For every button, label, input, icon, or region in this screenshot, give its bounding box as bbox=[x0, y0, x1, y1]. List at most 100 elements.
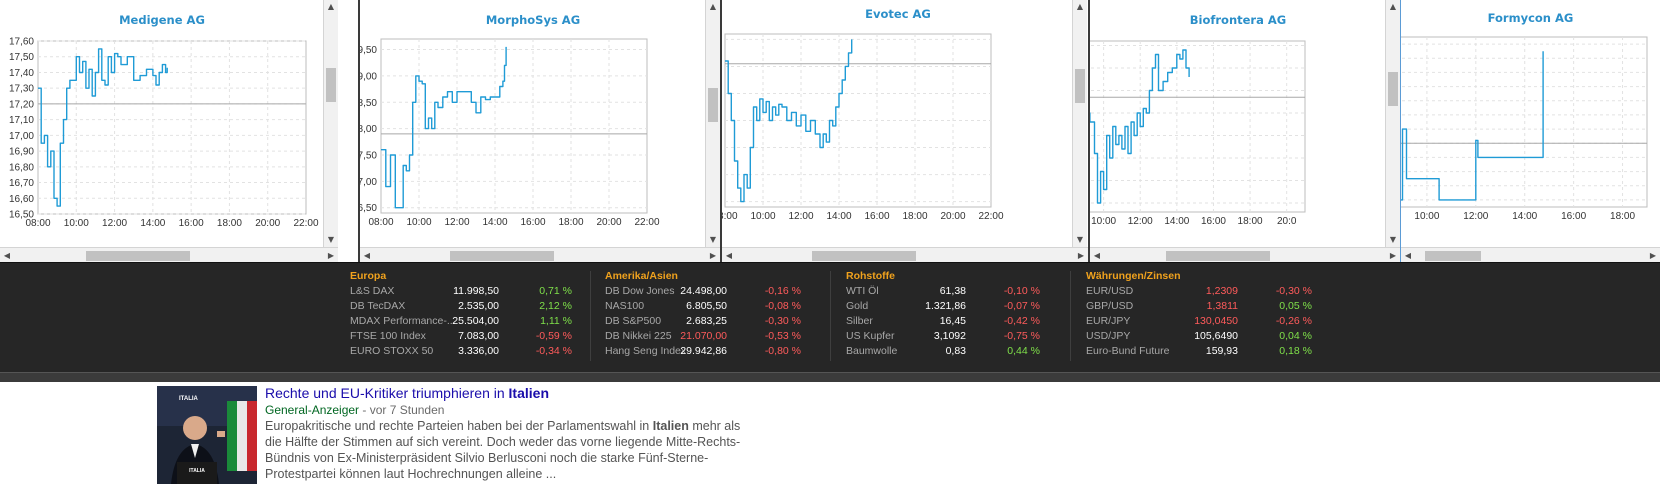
ticker-change: -0,16 % bbox=[764, 285, 801, 297]
ticker-change: -0,42 % bbox=[1003, 315, 1040, 327]
y-tick-label: 17,40 bbox=[9, 68, 34, 79]
plot-area bbox=[37, 40, 307, 215]
ticker-row[interactable]: EUR/JPY 130,0450 -0,26 % bbox=[1086, 315, 1312, 330]
y-tick-label: 17,00 bbox=[9, 131, 34, 142]
ticker-row[interactable]: WTI Öl 61,38 -0,10 % bbox=[846, 285, 1056, 300]
scrollbar-thumb[interactable] bbox=[1075, 69, 1085, 103]
scrollbar-thumb[interactable] bbox=[86, 251, 190, 261]
ticker-value: 61,38 bbox=[939, 285, 966, 297]
ticker-row[interactable]: US Kupfer 3,1092 -0,75 % bbox=[846, 330, 1056, 345]
scrollbar-thumb[interactable] bbox=[1425, 251, 1481, 261]
scroll-left-icon[interactable]: ◀ bbox=[1093, 251, 1101, 260]
scroll-right-icon[interactable]: ▶ bbox=[1389, 251, 1397, 260]
x-tick-label: 16:00 bbox=[1561, 211, 1586, 222]
price-series-line bbox=[1090, 49, 1190, 204]
vertical-scrollbar[interactable]: ▲ ▼ bbox=[705, 0, 720, 247]
news-source-name: General-Anzeiger bbox=[265, 403, 360, 417]
ticker-value: 1.321,86 bbox=[925, 300, 966, 312]
ticker-change: -0,26 % bbox=[1275, 315, 1312, 327]
ticker-row[interactable]: USD/JPY 105,6490 0,04 % bbox=[1086, 330, 1312, 345]
news-text: Rechte und EU-Kritiker triumphieren in I… bbox=[265, 385, 745, 482]
scroll-right-icon[interactable]: ▶ bbox=[1649, 251, 1657, 260]
price-series-line bbox=[1401, 51, 1544, 201]
horizontal-scrollbar[interactable]: ◀ ▶ bbox=[1090, 247, 1400, 262]
ticker-instrument-name: DB S&P500 bbox=[605, 315, 662, 327]
ticker-row[interactable]: Baumwolle 0,83 0,44 % bbox=[846, 345, 1056, 360]
scroll-right-icon[interactable]: ▶ bbox=[327, 251, 335, 260]
ticker-heading: Rohstoffe bbox=[846, 270, 895, 282]
horizontal-scrollbar[interactable]: ◀ ▶ bbox=[360, 247, 720, 262]
news-headline-link[interactable]: Rechte und EU-Kritiker triumphieren in I… bbox=[265, 385, 550, 401]
ticker-value: 6.805,50 bbox=[686, 300, 727, 312]
ticker-row[interactable]: Silber 16,45 -0,42 % bbox=[846, 315, 1056, 330]
scrollbar-thumb[interactable] bbox=[708, 88, 718, 122]
chart-title: Evotec AG bbox=[865, 7, 931, 21]
scroll-right-icon[interactable]: ▶ bbox=[1077, 251, 1085, 260]
news-item[interactable]: ITALIA ITALIA Rechte und EU-Kritiker tri… bbox=[0, 382, 1660, 485]
horizontal-scrollbar[interactable]: ◀ ▶ bbox=[722, 247, 1088, 262]
scrollbar-thumb[interactable] bbox=[1388, 72, 1398, 106]
scroll-left-icon[interactable]: ◀ bbox=[3, 251, 11, 260]
x-tick-label: 12:00 bbox=[444, 217, 469, 228]
vertical-scrollbar[interactable]: ▲ ▼ bbox=[1385, 0, 1400, 247]
chart-panel-formycon: Formycon AG 31,5031,4031,3031,2031,1031,… bbox=[1401, 0, 1660, 262]
ticker-row[interactable]: DB S&P500 2.683,25 -0,30 % bbox=[605, 315, 815, 330]
scroll-down-icon[interactable]: ▼ bbox=[1076, 235, 1084, 244]
scroll-up-icon[interactable]: ▲ bbox=[327, 2, 335, 11]
scroll-down-icon[interactable]: ▼ bbox=[709, 235, 717, 244]
ticker-instrument-name: DB Nikkei 225 bbox=[605, 330, 672, 342]
chart-panel-medigene: Medigene AG 17,60 17,50 17,40 17,30 17,20 17,… bbox=[0, 0, 338, 262]
vertical-scrollbar[interactable]: ▲ ▼ bbox=[1072, 0, 1087, 247]
ticker-row[interactable]: DB Dow Jones 24.498,00 -0,16 % bbox=[605, 285, 815, 300]
scrollbar-thumb[interactable] bbox=[450, 251, 554, 261]
ticker-row[interactable]: L&S DAX 11.998,50 0,71 % bbox=[350, 285, 578, 300]
scrollbar-thumb[interactable] bbox=[812, 251, 916, 261]
x-tick-label: 18:00 bbox=[217, 218, 242, 229]
x-tick-label: 10:00 bbox=[750, 211, 775, 222]
ticker-row[interactable]: EUR/USD 1,2309 -0,30 % bbox=[1086, 285, 1312, 300]
y-tick-label: 16,60 bbox=[9, 194, 34, 205]
scroll-down-icon[interactable]: ▼ bbox=[327, 235, 335, 244]
scrollbar-thumb[interactable] bbox=[326, 68, 336, 102]
scroll-left-icon[interactable]: ◀ bbox=[725, 251, 733, 260]
ticker-row[interactable]: DB TecDAX 2.535,00 2,12 % bbox=[350, 300, 578, 315]
news-thumbnail[interactable]: ITALIA ITALIA bbox=[157, 386, 257, 484]
scroll-up-icon[interactable]: ▲ bbox=[1389, 2, 1397, 11]
x-tick-label: 18:00 bbox=[1238, 216, 1263, 227]
horizontal-scrollbar[interactable]: ◀ ▶ bbox=[1401, 247, 1660, 262]
scroll-left-icon[interactable]: ◀ bbox=[363, 251, 371, 260]
ticker-row[interactable]: MDAX Performance-... 25.504,00 1,11 % bbox=[350, 315, 578, 330]
chart-title: MorphoSys AG bbox=[485, 13, 581, 27]
ticker-value: 105,6490 bbox=[1194, 330, 1238, 342]
scroll-up-icon[interactable]: ▲ bbox=[1076, 2, 1084, 11]
ticker-row[interactable]: FTSE 100 Index 7.083,00 -0,59 % bbox=[350, 330, 578, 345]
ticker-row[interactable]: DB Nikkei 225 21.070,00 -0,53 % bbox=[605, 330, 815, 345]
y-tick-label: 79,50 bbox=[360, 45, 377, 56]
ticker-row[interactable]: GBP/USD 1,3811 0,05 % bbox=[1086, 300, 1312, 315]
ticker-row[interactable]: Gold 1.321,86 -0,07 % bbox=[846, 300, 1056, 315]
svg-text:ITALIA: ITALIA bbox=[179, 396, 199, 402]
ticker-row[interactable]: Hang Seng Index 29.942,86 -0,80 % bbox=[605, 345, 815, 360]
y-tick-label: 76,50 bbox=[360, 203, 377, 214]
ticker-row[interactable]: NAS100 6.805,50 -0,08 % bbox=[605, 300, 815, 315]
scroll-up-icon[interactable]: ▲ bbox=[709, 2, 717, 11]
ticker-instrument-name: WTI Öl bbox=[846, 285, 879, 297]
scroll-right-icon[interactable]: ▶ bbox=[709, 251, 717, 260]
y-tick-label: 78,50 bbox=[360, 98, 377, 109]
svg-text:ITALIA: ITALIA bbox=[189, 468, 205, 474]
x-tick-label: 10:00 bbox=[406, 217, 431, 228]
scrollbar-thumb[interactable] bbox=[1166, 251, 1270, 261]
ticker-heading: Europa bbox=[350, 270, 387, 282]
horizontal-scrollbar[interactable]: ◀ ▶ bbox=[0, 247, 338, 262]
vertical-scrollbar[interactable]: ▲ ▼ bbox=[323, 0, 338, 247]
ticker-instrument-name: DB Dow Jones bbox=[605, 285, 675, 297]
scroll-down-icon[interactable]: ▼ bbox=[1389, 235, 1397, 244]
x-tick-label: 18:00 bbox=[902, 211, 927, 222]
plot-area bbox=[1090, 40, 1306, 213]
ticker-footer-bar bbox=[0, 372, 1660, 383]
price-series-line bbox=[725, 39, 853, 203]
ticker-instrument-name: MDAX Performance-... bbox=[350, 315, 456, 327]
ticker-row[interactable]: EURO STOXX 50 3.336,00 -0,34 % bbox=[350, 345, 578, 360]
scroll-left-icon[interactable]: ◀ bbox=[1404, 251, 1412, 260]
ticker-row[interactable]: Euro-Bund Future 159,93 0,18 % bbox=[1086, 345, 1312, 360]
